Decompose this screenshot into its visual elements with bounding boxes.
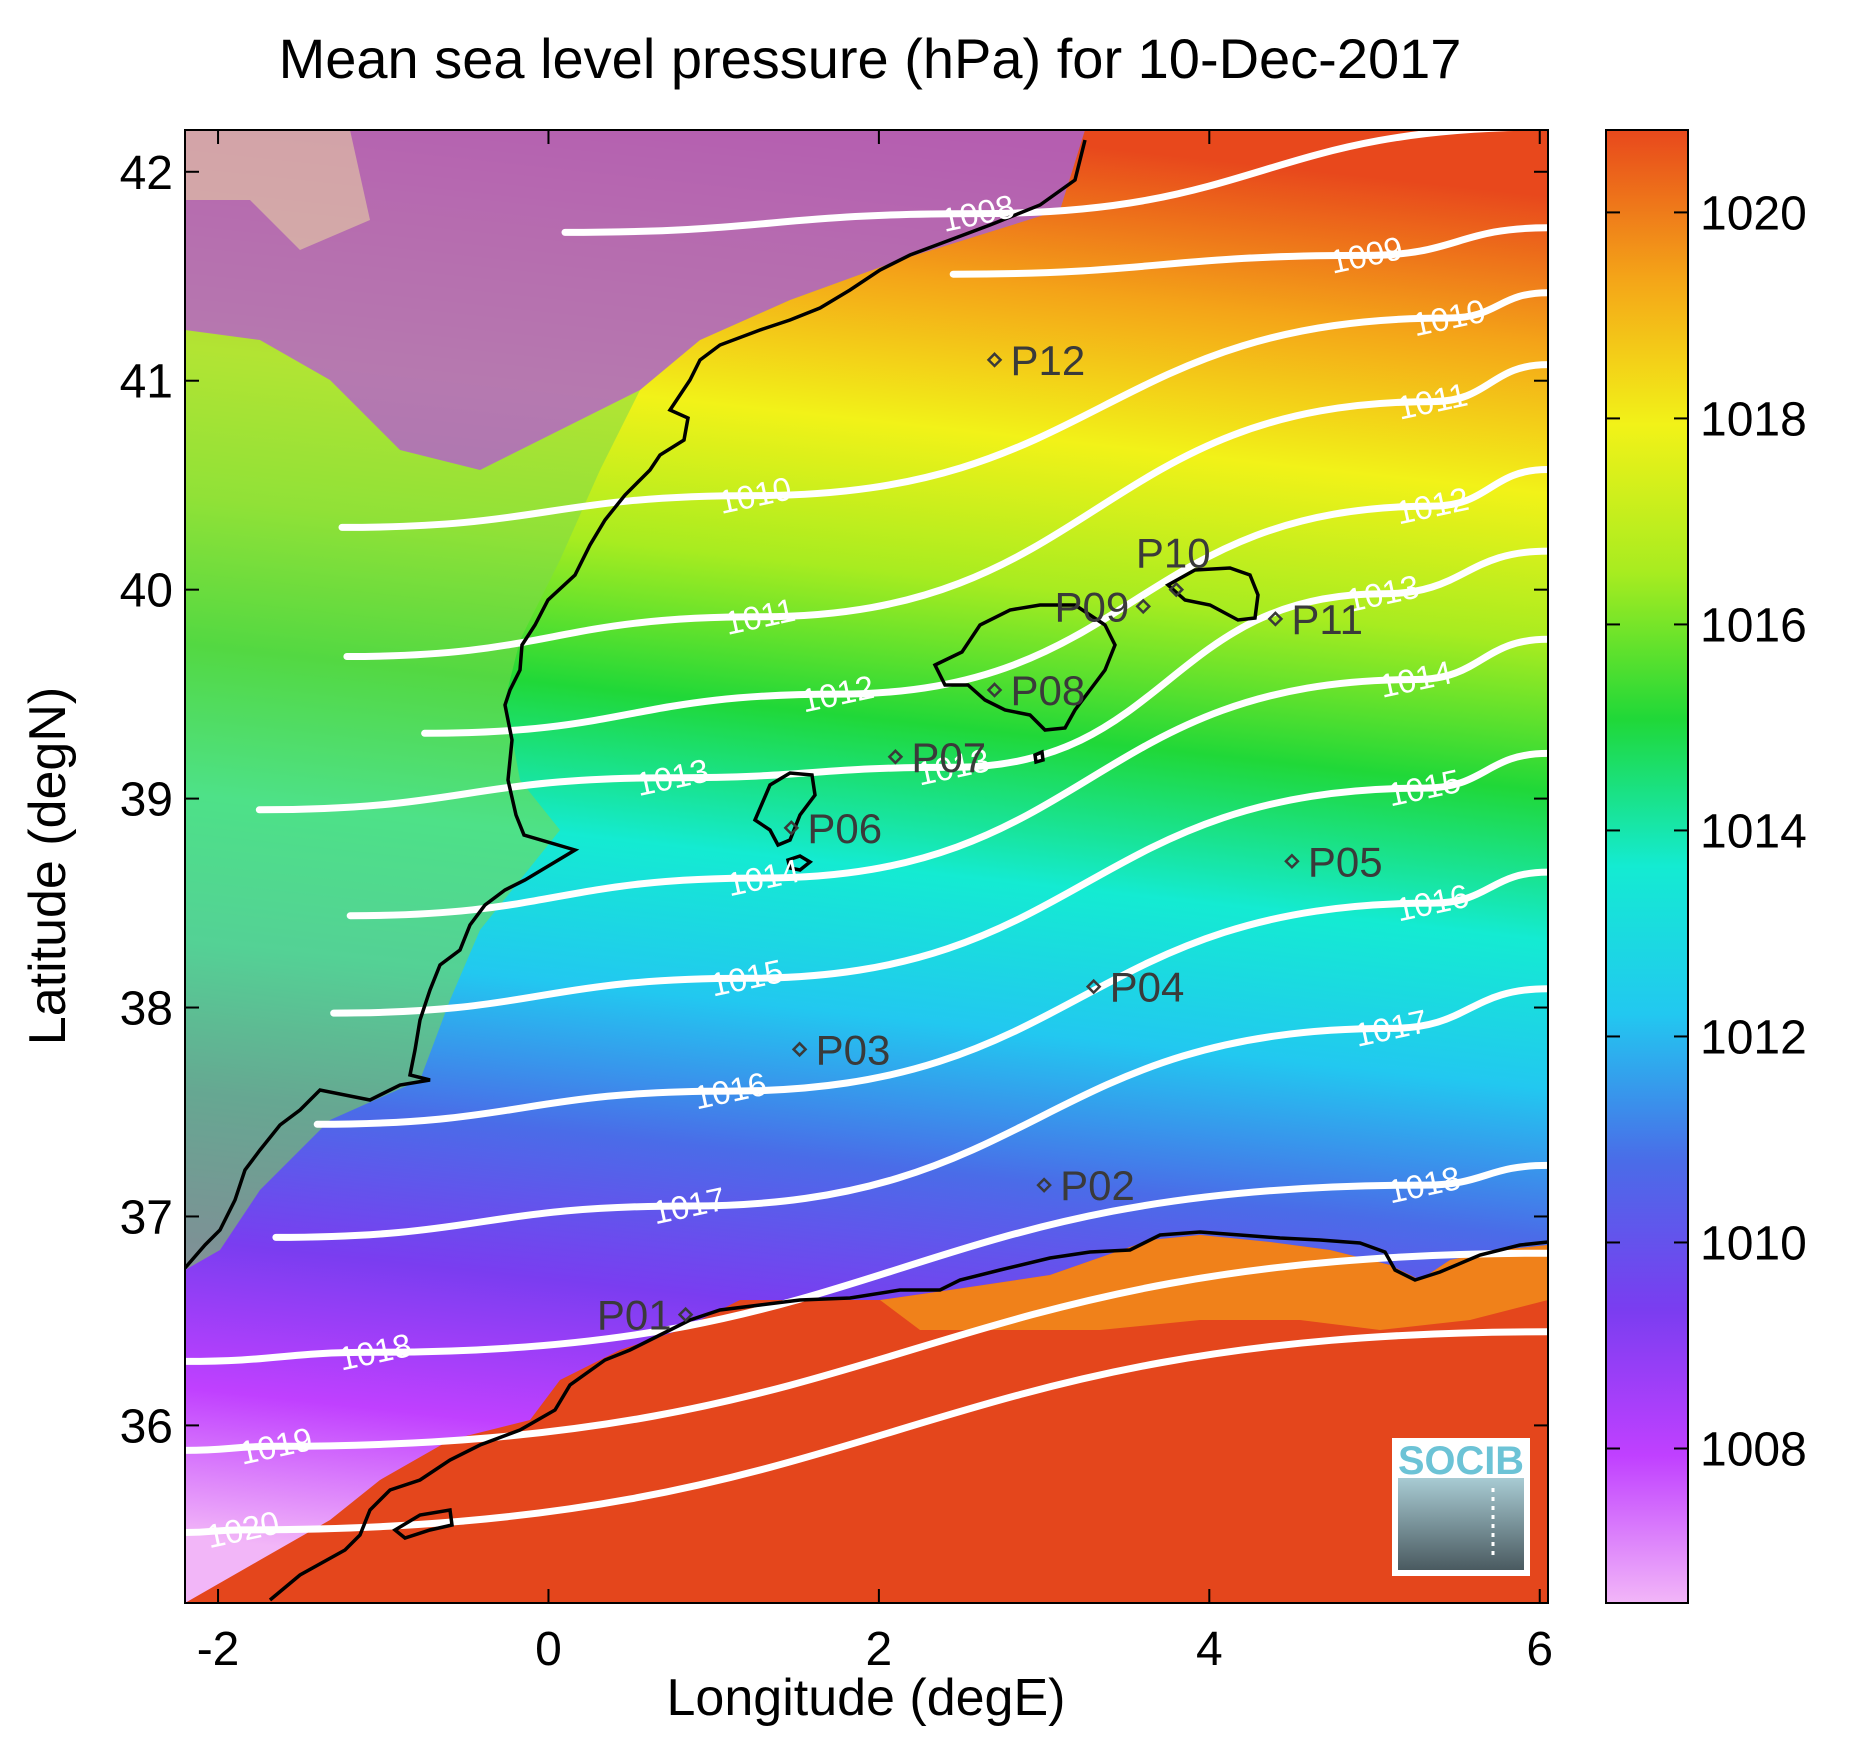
iberian-coastline	[185, 139, 1087, 1270]
x-tick-label: 6	[1526, 1623, 1553, 1676]
station-label: P02	[1060, 1162, 1135, 1209]
y-tick-label: 38	[120, 983, 173, 1036]
isobar-1012	[421, 466, 1548, 737]
station-label: P05	[1308, 838, 1383, 885]
colorbar-tick-label: 1012	[1700, 1011, 1807, 1064]
station-label: P11	[1291, 596, 1363, 643]
colorbar-tick-label: 1016	[1700, 599, 1807, 652]
coastal-warm-band	[880, 1235, 1548, 1330]
colorbar-tick-label: 1020	[1700, 187, 1807, 240]
station-label: P10	[1136, 530, 1211, 577]
y-tick-label: 40	[120, 565, 173, 618]
colorbar-fill	[1605, 129, 1689, 1604]
logo-gradient-panel	[1398, 1478, 1524, 1570]
isobar-1013	[255, 547, 1548, 814]
station-marker[interactable]	[791, 1041, 808, 1058]
y-axis-label: Latitude (degN)	[19, 687, 77, 1045]
station-marker[interactable]	[986, 352, 1003, 368]
station-label: P07	[911, 734, 986, 781]
y-tick-label: 37	[120, 1191, 173, 1244]
formentera-coastline	[785, 854, 814, 872]
map-frame	[184, 129, 1549, 1604]
isobar-1020	[185, 1328, 1548, 1536]
station-marker[interactable]	[1135, 598, 1151, 615]
isobar-lines	[185, 130, 1548, 1536]
x-tick-label: 2	[866, 1623, 893, 1676]
station-label: P09	[1054, 583, 1129, 630]
station-label: P04	[1110, 964, 1185, 1011]
colorbar-tick-label: 1010	[1700, 1217, 1807, 1270]
isobar-1015	[330, 749, 1548, 1017]
socib-logo: SOCIB	[1392, 1438, 1530, 1576]
station-marker[interactable]	[1267, 611, 1284, 627]
menorca-coastline	[1164, 566, 1260, 622]
station-marker[interactable]	[677, 1306, 694, 1323]
isobar-1014	[346, 635, 1548, 920]
colorbar: 1008 1010 1012 1014 1016 1018 1020	[1605, 129, 1807, 1604]
y-tick-label: 41	[120, 356, 173, 409]
isobar-1011	[343, 361, 1548, 660]
x-tick-label: 0	[535, 1623, 562, 1676]
station-label: P01	[597, 1292, 672, 1339]
y-axis: 36 37 38 39 40 41 42	[120, 147, 1548, 1453]
coastline	[185, 139, 1548, 1602]
x-axis: -2 0 2 4 6	[197, 130, 1553, 1676]
colorbar-tick-label: 1008	[1700, 1423, 1807, 1476]
station-marker[interactable]	[1085, 978, 1102, 995]
x-axis-label: Longitude (degE)	[667, 1669, 1066, 1727]
isobar-1018	[185, 1161, 1548, 1365]
mallorca-coastline	[932, 603, 1117, 732]
ibiza-coastline	[752, 771, 817, 848]
station-label: P03	[816, 1026, 891, 1073]
station-label: P06	[807, 805, 882, 852]
colorbar-tick-label: 1014	[1700, 805, 1807, 858]
x-tick-label: -2	[197, 1623, 240, 1676]
isobar-1010	[338, 289, 1548, 531]
y-tick-label: 39	[120, 774, 173, 827]
station-marker[interactable]	[986, 682, 1003, 698]
isobar-1017	[272, 985, 1548, 1241]
cabrera-coastline	[1033, 749, 1045, 765]
station-label: P08	[1011, 667, 1086, 714]
colorbar-tick-label: 1018	[1700, 393, 1807, 446]
station-marker[interactable]	[1168, 581, 1185, 598]
isobar-1019	[185, 1249, 1548, 1454]
map-title: Mean sea level pressure (hPa) for 10-Dec…	[279, 27, 1462, 90]
y-tick-label: 42	[120, 147, 173, 200]
african-land-shading	[185, 1235, 1548, 1603]
logo-text: SOCIB	[1398, 1439, 1524, 1483]
y-tick-label: 36	[120, 1400, 173, 1453]
colorbar-ticks: 1008 1010 1012 1014 1016 1018 1020	[1606, 187, 1807, 1476]
station-marker[interactable]	[1284, 853, 1300, 870]
isobar-1016	[313, 868, 1548, 1128]
x-tick-label: 4	[1196, 1623, 1223, 1676]
station-marker[interactable]	[1036, 1177, 1052, 1193]
station-label: P12	[1011, 337, 1086, 384]
isobar-1009	[949, 224, 1548, 278]
station-marker[interactable]	[887, 749, 904, 765]
alboran-island	[391, 1507, 454, 1540]
station-marker[interactable]	[783, 820, 800, 836]
highland-shading	[185, 130, 370, 250]
african-coastline	[268, 1230, 1548, 1602]
